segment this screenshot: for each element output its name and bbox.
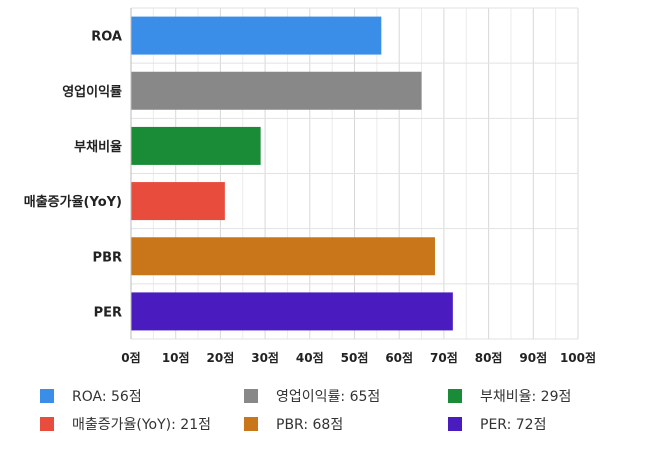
x-tick-label: 50점 xyxy=(341,350,369,365)
bar-5 xyxy=(131,292,453,331)
bar-4 xyxy=(131,237,435,276)
x-tick-label: 40점 xyxy=(296,350,324,365)
legend-swatch xyxy=(448,389,462,403)
legend-item: PBR: 68점 xyxy=(244,414,448,434)
bar-1 xyxy=(131,71,422,110)
bar-3 xyxy=(131,182,225,221)
x-tick-label: 70점 xyxy=(430,350,458,365)
category-label: ROA xyxy=(91,30,122,45)
legend-label: PBR: 68점 xyxy=(276,417,344,433)
legend-item: 영업이익률: 65점 xyxy=(244,386,448,406)
legend-label: 영업이익률: 65점 xyxy=(276,389,381,405)
x-tick-label: 20점 xyxy=(207,350,235,365)
category-label: PBR xyxy=(93,250,122,265)
legend-item: 매출증가율(YoY): 21점 xyxy=(40,414,244,434)
legend-item: PER: 72점 xyxy=(448,414,630,434)
x-tick-label: 10점 xyxy=(162,350,190,365)
legend-item: ROA: 56점 xyxy=(40,386,244,406)
category-label: 영업이익률 xyxy=(62,84,122,100)
x-tick-label: 30점 xyxy=(251,350,279,365)
x-tick-label: 90점 xyxy=(519,350,547,365)
bar-2 xyxy=(131,126,261,165)
x-tick-label: 100점 xyxy=(560,350,596,365)
x-tick-label: 80점 xyxy=(475,350,503,365)
legend-swatch xyxy=(40,389,54,403)
legend-item: 부채비율: 29점 xyxy=(448,386,630,406)
x-tick-label: 60점 xyxy=(385,350,413,365)
bar-0 xyxy=(131,16,382,55)
legend-swatch xyxy=(244,389,258,403)
legend-swatch xyxy=(40,417,54,431)
x-tick-label: 0점 xyxy=(121,350,140,365)
legend-swatch xyxy=(448,417,462,431)
legend-label: ROA: 56점 xyxy=(72,389,142,405)
category-label: PER xyxy=(94,305,122,320)
legend-label: PER: 72점 xyxy=(480,417,547,433)
legend-swatch xyxy=(244,417,258,431)
legend-label: 매출증가율(YoY): 21점 xyxy=(72,417,211,433)
legend-label: 부채비율: 29점 xyxy=(480,389,572,405)
category-label: 부채비율 xyxy=(74,139,122,155)
category-label: 매출증가율(YoY) xyxy=(24,194,122,210)
